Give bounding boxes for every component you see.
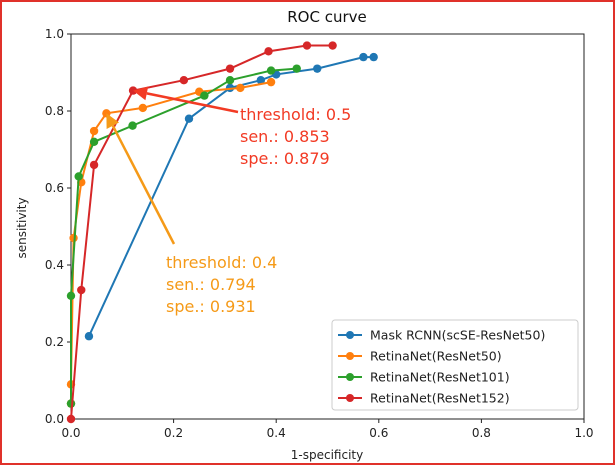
data-point: [359, 52, 368, 62]
data-point: [77, 285, 86, 295]
legend-marker: [346, 331, 354, 339]
x-tick-label: 0.8: [472, 426, 491, 440]
annotation-1: threshold: 0.4 sen.: 0.794 spe.: 0.931: [106, 113, 277, 316]
y-tick-label: 0.8: [45, 104, 64, 118]
y-tick-label: 0.4: [45, 258, 64, 272]
data-point: [302, 41, 312, 50]
data-point: [256, 76, 266, 85]
annotation-arrow-line: [146, 92, 239, 114]
annotation-text: spe.: 0.879: [240, 149, 330, 168]
x-tick-label: 1.0: [574, 426, 593, 440]
x-tick-label: 0.2: [164, 426, 183, 440]
data-point: [313, 64, 322, 73]
data-point: [225, 64, 235, 73]
data-point: [84, 332, 94, 341]
annotation-text: sen.: 0.794: [166, 275, 256, 294]
data-point: [266, 77, 276, 87]
y-tick-label: 1.0: [45, 27, 64, 41]
data-point: [89, 137, 99, 146]
y-axis-label: sensitivity: [15, 197, 29, 258]
data-point: [292, 64, 301, 73]
x-axis-label: 1-specificity: [291, 448, 363, 462]
legend-label: RetinaNet(ResNet152): [370, 391, 510, 406]
legend-marker: [346, 373, 354, 381]
data-point: [66, 414, 76, 424]
data-point: [89, 160, 99, 170]
legend-box: [331, 319, 579, 411]
annotation-text: threshold: 0.5: [240, 105, 351, 124]
data-point: [266, 66, 276, 75]
legend-marker: [346, 352, 354, 360]
data-point: [89, 126, 99, 136]
annotation-text: spe.: 0.931: [166, 297, 256, 316]
annotation-arrowhead: [106, 113, 120, 129]
data-point: [74, 172, 83, 181]
y-tick-label: 0.2: [45, 335, 64, 349]
legend-marker: [346, 394, 354, 402]
series-line: [88, 56, 374, 337]
data-point: [138, 103, 148, 113]
annotation-text: sen.: 0.853: [240, 127, 330, 146]
data-point: [369, 52, 378, 62]
data-point: [66, 291, 76, 300]
y-tick-label: 0.0: [45, 412, 64, 426]
data-point: [184, 114, 194, 123]
legend-label: Mask RCNN(scSE-ResNet50): [370, 328, 545, 343]
data-point: [179, 76, 189, 85]
data-point: [200, 91, 209, 100]
data-point: [225, 76, 235, 85]
annotation-0: threshold: 0.5 sen.: 0.853 spe.: 0.879: [133, 86, 351, 168]
data-point: [128, 121, 137, 130]
series-0: [84, 52, 378, 341]
series-line: [70, 81, 272, 404]
series-3: [66, 41, 337, 424]
data-point: [236, 83, 245, 93]
x-tick-label: 0.0: [61, 426, 80, 440]
legend-label: RetinaNet(ResNet101): [370, 370, 510, 385]
legend: Mask RCNN(scSE-ResNet50) RetinaNet(ResNet…: [331, 319, 579, 411]
chart-title: ROC curve: [287, 8, 367, 26]
data-point: [328, 41, 337, 50]
annotation-text: threshold: 0.4: [166, 253, 277, 272]
annotation-arrowhead: [133, 86, 149, 101]
x-tick-label: 0.6: [369, 426, 388, 440]
data-point: [264, 47, 273, 56]
legend-label: RetinaNet(ResNet50): [370, 349, 502, 364]
x-tick-label: 0.4: [267, 426, 286, 440]
y-tick-label: 0.6: [45, 181, 64, 195]
annotation-arrow-line: [111, 125, 176, 245]
series-2: [66, 64, 301, 408]
